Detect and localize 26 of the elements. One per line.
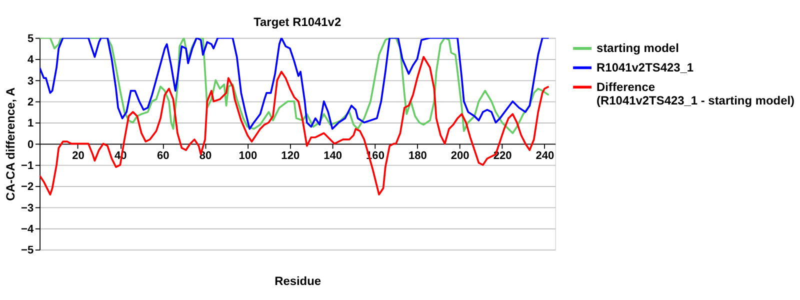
x-tick-label: 240 [536,150,554,162]
x-tick-label: 200 [450,150,470,162]
x-tick-label: 180 [408,150,427,162]
y-tick-label: 4 [27,54,34,66]
x-tick-label: 140 [324,150,342,162]
y-tick-label: −2 [21,181,34,194]
y-tick-label: −5 [21,244,34,257]
x-tick-label: 220 [493,150,512,162]
y-axis-title: CA-CA difference, A [4,87,18,201]
legend-label: starting model [596,41,679,56]
legend-label: Difference (R1041v2TS423_1 - starting model) [596,80,795,108]
y-tick-label: 5 [27,32,34,45]
x-tick-label: 20 [72,150,84,162]
x-tick-label: 120 [281,150,300,162]
y-tick-label: −3 [21,202,34,214]
x-tick-label: 100 [238,150,258,162]
y-tick-label: 2 [27,96,34,109]
y-tick-label: −1 [21,160,34,172]
y-tick-label: 1 [27,118,34,130]
y-tick-label: 0 [27,138,34,151]
legend-label: R1041v2TS423_1 [596,60,694,74]
y-tick-label: 3 [27,75,34,88]
y-tick-label: −4 [21,224,34,236]
x-axis-title: Residue [274,274,322,288]
x-tick-label: 60 [156,150,170,162]
chart-title: Target R1041v2 [254,14,342,29]
